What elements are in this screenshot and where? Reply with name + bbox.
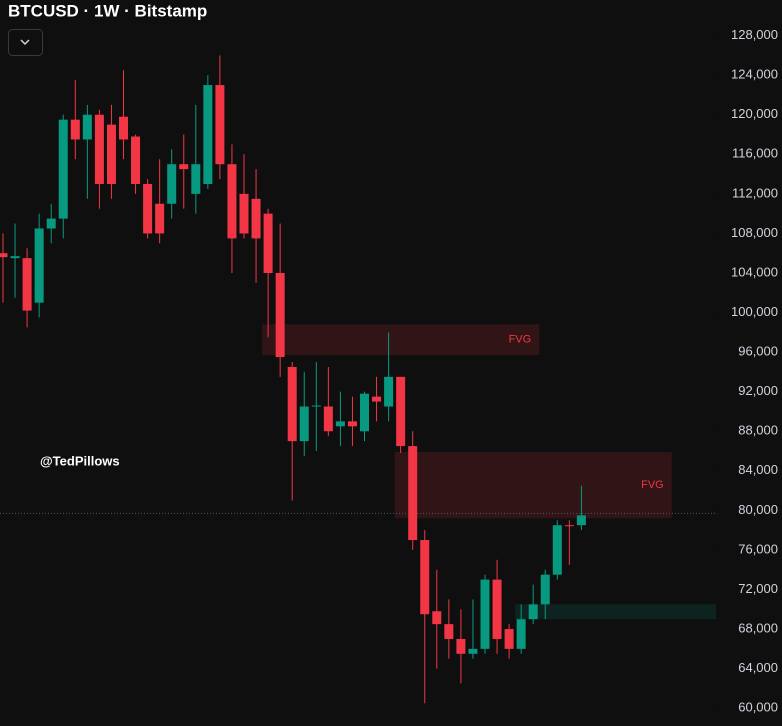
y-tick-label: 76,000 — [738, 541, 778, 556]
candle-body — [46, 218, 56, 229]
candle-body — [335, 421, 345, 427]
candle-body — [155, 203, 165, 234]
candle-body — [287, 366, 297, 442]
candle-body — [347, 421, 357, 427]
candle-body — [131, 136, 141, 184]
candle-body — [0, 253, 8, 258]
candle-body — [191, 164, 201, 194]
y-tick-label: 84,000 — [738, 462, 778, 477]
candle-body — [564, 525, 574, 527]
y-tick-label: 124,000 — [731, 67, 778, 82]
y-tick-label: 64,000 — [738, 660, 778, 675]
y-tick-label: 80,000 — [738, 502, 778, 517]
dropdown-button[interactable] — [8, 29, 43, 56]
candle-body — [576, 515, 586, 526]
candle-body — [34, 228, 44, 303]
y-tick-label: 128,000 — [731, 27, 778, 42]
candle-body — [275, 272, 285, 358]
candle-body — [179, 164, 189, 170]
candle-body — [504, 629, 514, 649]
candle-body — [516, 619, 526, 649]
candle-body — [528, 604, 538, 620]
candle-body — [480, 579, 490, 649]
candle-body — [203, 85, 213, 184]
candle-body — [311, 405, 321, 407]
candle-body — [384, 376, 394, 407]
zone-label: FVG — [509, 334, 532, 346]
candle-body — [420, 540, 430, 615]
candle-body — [239, 193, 249, 234]
candle-body — [492, 579, 502, 639]
y-tick-label: 120,000 — [731, 106, 778, 121]
candle-body — [444, 624, 454, 639]
candle-body — [215, 85, 225, 165]
candle-body — [58, 119, 68, 219]
zone-label: FVG — [641, 479, 664, 491]
watermark: @TedPillows — [40, 453, 120, 468]
y-tick-label: 108,000 — [731, 225, 778, 240]
candle-body — [143, 183, 153, 234]
candle-body — [106, 124, 116, 184]
candle-body — [323, 406, 333, 432]
candle-body — [119, 116, 128, 140]
zone — [262, 324, 540, 356]
y-tick-label: 100,000 — [731, 304, 778, 319]
zone — [394, 452, 672, 519]
candle-body — [360, 393, 369, 432]
candle-body — [251, 198, 261, 239]
y-tick-label: 96,000 — [738, 344, 778, 359]
candle-body — [167, 164, 177, 204]
y-tick-label: 92,000 — [738, 383, 778, 398]
candle-body — [22, 258, 32, 311]
candle-body — [408, 446, 418, 541]
y-tick-label: 60,000 — [738, 700, 778, 715]
candle-body — [82, 114, 92, 140]
candle-body — [432, 611, 442, 625]
candle-body — [70, 119, 80, 140]
candle-body — [468, 648, 478, 654]
candle-body — [227, 164, 237, 239]
candle-body — [396, 376, 406, 447]
y-tick-label: 72,000 — [738, 581, 778, 596]
y-tick-label: 104,000 — [731, 264, 778, 279]
y-tick-label: 116,000 — [732, 146, 778, 161]
y-tick-label: 112,000 — [732, 185, 778, 200]
candle-body — [540, 574, 550, 605]
candle-body — [372, 396, 382, 402]
candle-body — [94, 114, 104, 184]
candle-body — [552, 525, 562, 575]
candle-body — [456, 638, 466, 654]
chevron-icon[interactable] — [20, 39, 30, 46]
candle-body — [263, 213, 273, 273]
chart-title: BTCUSD · 1W · Bitstamp — [8, 1, 207, 20]
y-tick-label: 88,000 — [738, 423, 778, 438]
candle-body — [299, 406, 309, 442]
zone — [515, 604, 716, 620]
candle-body — [10, 256, 20, 259]
y-tick-label: 68,000 — [738, 621, 778, 636]
